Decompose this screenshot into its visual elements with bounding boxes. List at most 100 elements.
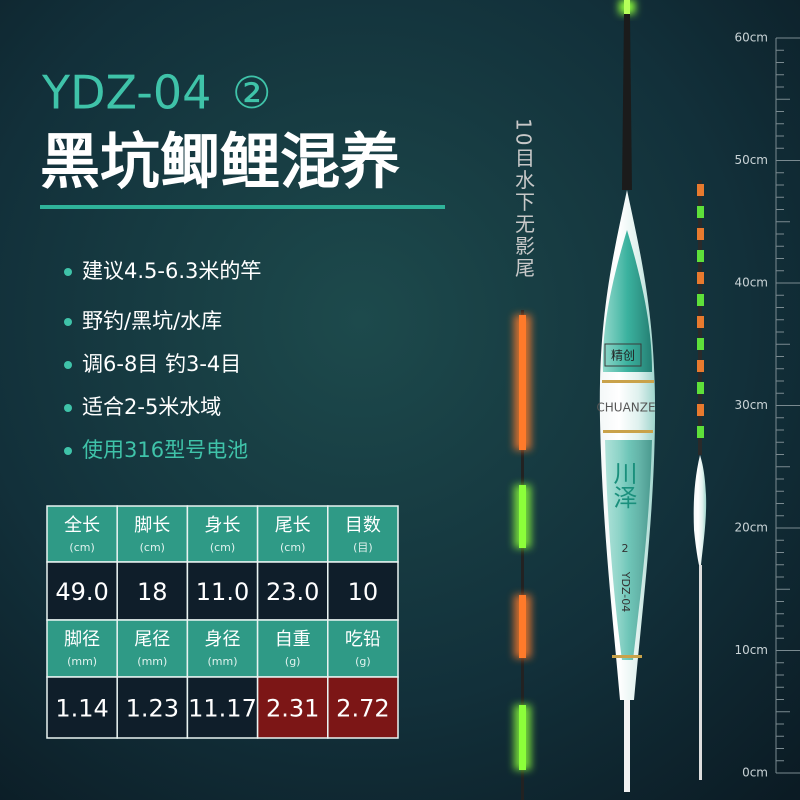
- logo: 川泽: [609, 461, 637, 509]
- spec-value: 11.17: [188, 695, 257, 723]
- spec-unit: (目): [353, 541, 373, 554]
- spec-value-cell: [256, 561, 329, 621]
- bullet: [64, 447, 72, 455]
- ruler-label: 20cm: [734, 521, 768, 535]
- feature: 野钓/黑坑/水库: [82, 309, 222, 333]
- small-stem: [699, 565, 702, 780]
- large-antenna: [521, 310, 524, 800]
- small-body: [693, 455, 707, 565]
- spec-value: 2.31: [266, 695, 319, 723]
- small-segment: [697, 294, 704, 306]
- ruler-label: 60cm: [734, 31, 768, 45]
- spec-unit: (mm): [137, 655, 167, 668]
- small-segment: [697, 382, 704, 394]
- spec-header-cell: [256, 619, 329, 678]
- segment: [519, 485, 526, 548]
- spec-unit: (g): [355, 655, 371, 668]
- small-segment: [697, 316, 704, 328]
- spec-value: 18: [137, 578, 168, 606]
- spec-value-cell: [256, 676, 329, 739]
- spec-label: 自重: [275, 629, 311, 650]
- segment: [519, 595, 526, 658]
- bullet: [64, 404, 72, 412]
- ruler-label: 30cm: [734, 398, 768, 412]
- spec-unit: (cm): [280, 541, 305, 554]
- brand-cn: 精创: [611, 349, 635, 363]
- antenna: [622, 14, 632, 190]
- spec-label: 脚长: [134, 515, 170, 536]
- brand-box: [604, 343, 642, 367]
- title-underline: [40, 205, 445, 209]
- small-segment: [697, 360, 704, 372]
- spec-value: 2.72: [336, 695, 389, 723]
- feature: 适合2-5米水域: [82, 395, 221, 419]
- feature: 建议4.5-6.3米的竿: [82, 259, 261, 283]
- small-segment: [697, 404, 704, 416]
- small-segment: [697, 272, 704, 284]
- small-segment: [697, 228, 704, 240]
- spec-value-cell: [186, 676, 259, 739]
- spec-label: 全长: [64, 515, 100, 536]
- spec-label: 脚径: [64, 629, 100, 650]
- spec-header-cell: [46, 619, 118, 678]
- spec-value-cell: [186, 561, 259, 621]
- bullet: [64, 268, 72, 276]
- spec-header-cell: [327, 505, 399, 563]
- spec-unit: (cm): [140, 541, 165, 554]
- spec-value: 23.0: [266, 578, 319, 606]
- tail-note: 10目水下无影尾: [512, 118, 536, 279]
- small-segment: [697, 206, 704, 218]
- spec-label: 尾径: [134, 629, 170, 650]
- spec-label: 目数: [345, 515, 381, 536]
- spec-value-cell: [46, 676, 118, 739]
- ruler-label: 0cm: [742, 766, 768, 780]
- spec-value: 49.0: [55, 578, 108, 606]
- model: YDZ-04: [41, 66, 211, 120]
- spec-header-cell: [116, 619, 189, 678]
- tip: [624, 0, 630, 14]
- spec-value: 1.14: [55, 695, 108, 723]
- spec-value-cell: [46, 561, 118, 621]
- bullet: [64, 318, 72, 326]
- spec-header-cell: [186, 505, 259, 563]
- spec-unit: (mm): [207, 655, 237, 668]
- feature: 使用316型号电池: [82, 438, 248, 462]
- float-number: 2: [622, 542, 629, 555]
- ruler-label: 10cm: [734, 643, 768, 657]
- spec-label: 身长: [205, 515, 241, 536]
- body-teal-bottom: [605, 440, 652, 660]
- float-model: YDZ-04: [619, 571, 632, 613]
- version: ②: [232, 68, 271, 119]
- spec-value: 11.0: [196, 578, 249, 606]
- bullet: [64, 361, 72, 369]
- body-teal-top: [602, 230, 652, 372]
- ruler-label: 50cm: [734, 153, 768, 167]
- small-segment: [697, 426, 704, 438]
- spec-unit: (g): [285, 655, 301, 668]
- spec-value: 10: [348, 578, 379, 606]
- brand-en: CHUANZE: [596, 401, 655, 415]
- segment: [519, 705, 526, 770]
- spec-header-cell: [116, 505, 189, 563]
- gold-band: [603, 430, 653, 433]
- small-segment: [697, 184, 704, 196]
- spec-label: 吃铅: [345, 629, 381, 650]
- spec-unit: (cm): [69, 541, 94, 554]
- spec-label: 尾长: [275, 515, 311, 536]
- spec-value-cell: [116, 561, 189, 621]
- float-stem: [624, 700, 630, 792]
- spec-value: 1.23: [126, 695, 179, 723]
- ruler-label: 40cm: [734, 276, 768, 290]
- feature: 调6-8目 钓3-4目: [82, 352, 241, 376]
- small-segment: [697, 250, 704, 262]
- title: 黑坑鲫鲤混养: [40, 128, 400, 198]
- spec-header-cell: [46, 505, 118, 563]
- spec-unit: (mm): [67, 655, 97, 668]
- small-segment: [697, 338, 704, 350]
- spec-value-cell: [116, 676, 189, 739]
- gold-band: [602, 380, 654, 383]
- spec-header-cell: [327, 619, 399, 678]
- segment: [519, 315, 526, 450]
